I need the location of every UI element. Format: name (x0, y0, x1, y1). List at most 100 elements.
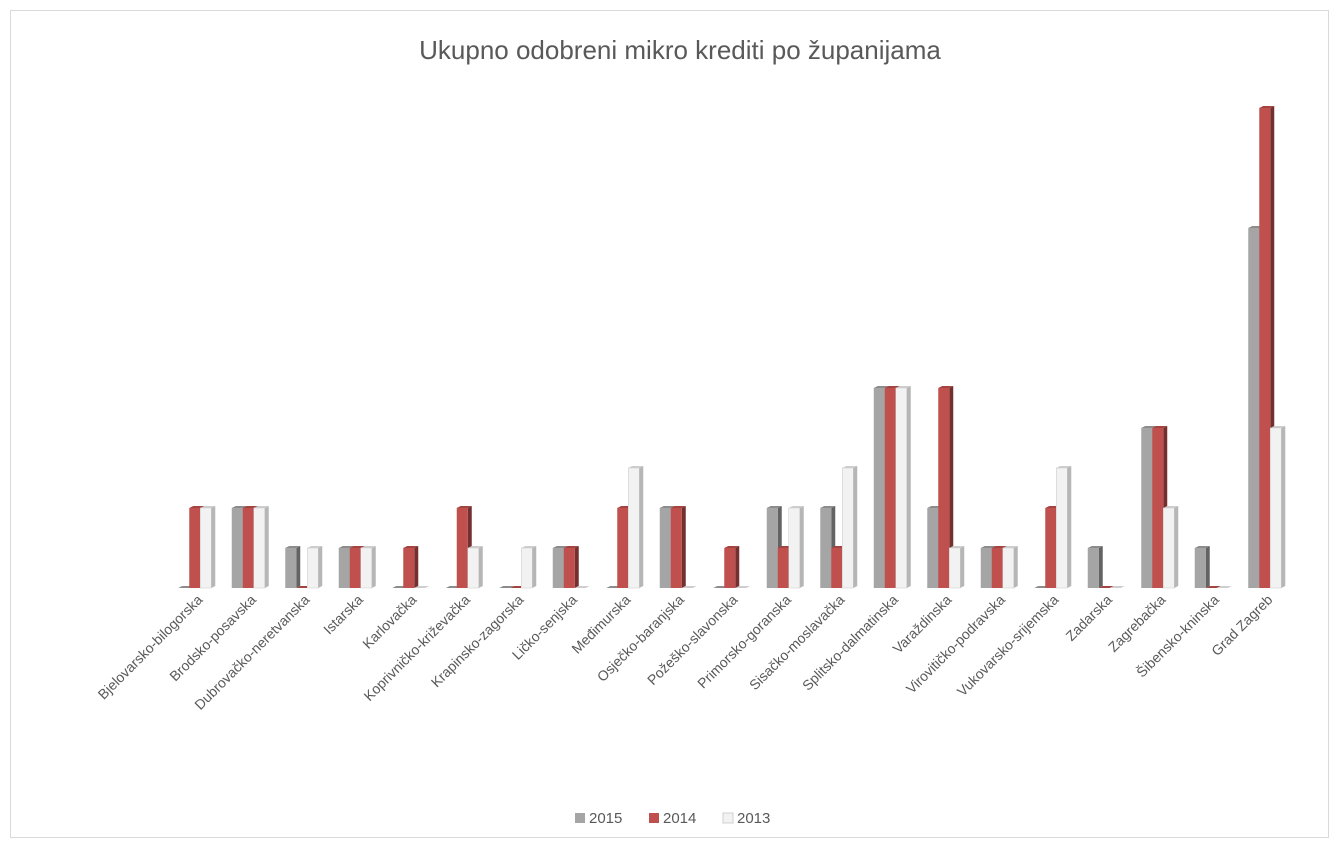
bar (499, 586, 515, 588)
bar-top (414, 586, 430, 588)
bar (949, 546, 965, 589)
bar-side (960, 546, 965, 588)
bar-top (1002, 546, 1018, 548)
bar-side (371, 546, 376, 588)
bar-top (895, 386, 911, 388)
bar (724, 546, 740, 588)
bar-top (521, 546, 537, 548)
bar-top (842, 466, 858, 468)
bar-top (1141, 426, 1157, 428)
bar-front (360, 547, 372, 589)
legend-label: 2013 (737, 810, 770, 827)
bar (1087, 546, 1103, 588)
bar-top (670, 506, 686, 508)
bar-side (1281, 426, 1286, 588)
bar-front (242, 508, 254, 588)
bar-top (467, 546, 483, 548)
bar-front (253, 507, 265, 589)
bar-top (1270, 426, 1286, 428)
bar-front (617, 508, 629, 588)
bar-front (895, 387, 907, 589)
bar-front (788, 507, 800, 589)
bar-front (349, 548, 361, 588)
bar-top (307, 546, 323, 548)
bar-front (1087, 548, 1099, 588)
bar-top (1205, 586, 1221, 588)
bar (563, 546, 579, 588)
bar-top (253, 506, 269, 508)
bar-front (724, 548, 736, 588)
bar-top (1216, 586, 1232, 588)
bar-top (788, 506, 804, 508)
bar-side (906, 386, 911, 588)
bar (1216, 586, 1232, 588)
bar-top (574, 586, 590, 588)
bar-top (200, 506, 216, 508)
bar-front (1056, 467, 1068, 589)
bar (574, 586, 590, 588)
bar-front (884, 388, 896, 588)
bar (895, 386, 911, 589)
bar-front (189, 508, 201, 588)
bar (403, 546, 419, 588)
bar-side (681, 506, 686, 588)
bar-top (628, 466, 644, 468)
bar-top (766, 506, 782, 508)
bar (788, 506, 804, 589)
bar (414, 586, 430, 588)
legend-swatch (575, 813, 585, 823)
bar-top (1163, 506, 1179, 508)
legend: 2015 2014 2013 (575, 810, 770, 827)
bar (1194, 546, 1210, 588)
bar-top (285, 546, 301, 548)
bar-top (242, 506, 258, 508)
bar-front (980, 548, 992, 588)
bar-side (264, 506, 269, 588)
bar-side (318, 546, 323, 588)
legend-label: 2015 (589, 810, 622, 827)
bar-front (563, 548, 575, 588)
bar-top (338, 546, 354, 548)
bar-top (499, 586, 515, 588)
bar-side (574, 546, 579, 588)
bar (1205, 586, 1221, 588)
bar-top (659, 506, 675, 508)
bar-front (1194, 548, 1206, 588)
bar-top (1098, 586, 1114, 588)
bar (628, 466, 644, 589)
bar-front (1141, 428, 1153, 588)
bar (1098, 586, 1114, 588)
bar-front (777, 548, 789, 588)
bar (285, 546, 301, 588)
bar-top (552, 546, 568, 548)
bar-top (1259, 106, 1275, 108)
legend-swatch (722, 812, 734, 824)
bar-side (1174, 506, 1179, 588)
bar-side (478, 546, 483, 588)
bar-top (189, 506, 205, 508)
bar-front (927, 508, 939, 588)
bar-front (231, 508, 243, 588)
bar-top (681, 586, 697, 588)
bar-top (938, 386, 954, 388)
bar-front (1163, 507, 1175, 589)
bar-front (403, 548, 415, 588)
bar-top (991, 546, 1007, 548)
bar-top (724, 546, 740, 548)
bar-front (285, 548, 297, 588)
bar-top (231, 506, 247, 508)
bar-side (1067, 466, 1072, 588)
bar-top (980, 546, 996, 548)
legend-label: 2014 (663, 810, 696, 827)
bar-front (842, 467, 854, 589)
bar (200, 506, 216, 589)
bar-top (735, 586, 751, 588)
bar-top (349, 546, 365, 548)
bar-side (532, 546, 537, 588)
bar-side (414, 546, 419, 588)
bar-front (949, 547, 961, 589)
bar-top (360, 546, 376, 548)
bar-front (670, 508, 682, 588)
bar-top (403, 546, 419, 548)
bar-top (820, 506, 836, 508)
